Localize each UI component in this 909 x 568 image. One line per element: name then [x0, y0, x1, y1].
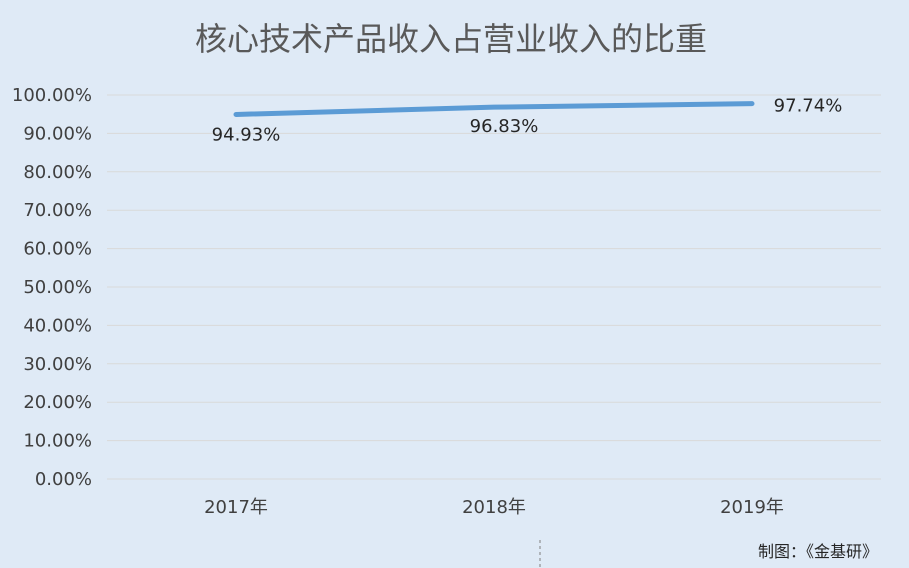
- data-label: 97.74%: [774, 96, 843, 117]
- y-tick-label: 30.00%: [23, 354, 92, 375]
- series-line-layer: [233, 101, 755, 117]
- x-tick-label: 2017年: [204, 497, 268, 518]
- x-tick-label: 2019年: [720, 497, 784, 518]
- data-label: 94.93%: [212, 124, 281, 145]
- y-axis-ticks: 0.00% 10.00% 20.00% 30.00% 40.00% 50.00% 60.00…: [12, 85, 92, 490]
- data-label: 96.83%: [470, 116, 539, 137]
- y-tick-label: 60.00%: [23, 239, 92, 260]
- y-tick-label: 20.00%: [23, 392, 92, 413]
- y-tick-label: 70.00%: [23, 200, 92, 221]
- y-tick-label: 40.00%: [23, 315, 92, 336]
- series-line: [233, 101, 755, 117]
- gridlines: [107, 94, 881, 480]
- footer-credit: 制图：《金基研》: [758, 542, 878, 561]
- y-tick-label: 0.00%: [35, 469, 92, 490]
- chart-title: 核心技术产品收入占营业收入的比重: [195, 20, 707, 58]
- y-tick-label: 90.00%: [23, 123, 92, 144]
- y-tick-label: 80.00%: [23, 162, 92, 183]
- x-axis-ticks: 2017年 2018年 2019年: [204, 497, 784, 518]
- data-labels: 94.93% 96.83% 97.74%: [212, 96, 843, 146]
- x-tick-label: 2018年: [462, 497, 526, 518]
- y-tick-label: 50.00%: [23, 277, 92, 298]
- y-tick-label: 10.00%: [23, 431, 92, 452]
- y-tick-label: 100.00%: [12, 85, 92, 106]
